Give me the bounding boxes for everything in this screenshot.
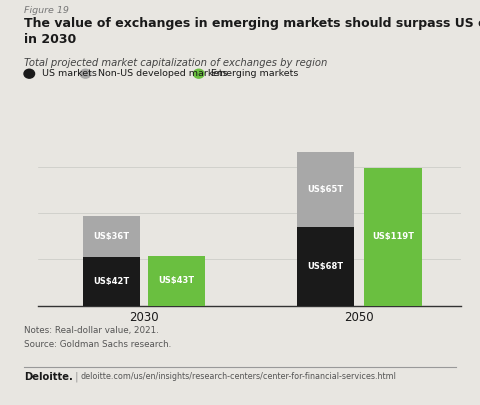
Bar [83,257,140,306]
Text: Total projected market capitalization of exchanges by region: Total projected market capitalization of… [24,58,327,68]
Text: US markets: US markets [42,69,96,78]
Text: US$119T: US$119T [372,232,414,241]
Text: Notes: Real-dollar value, 2021.: Notes: Real-dollar value, 2021. [24,326,159,335]
Bar [364,168,422,306]
Bar [297,227,354,306]
Text: Figure 19: Figure 19 [24,6,69,15]
Bar [83,215,140,257]
Text: US$65T: US$65T [307,185,343,194]
Text: Source: Goldman Sachs research.: Source: Goldman Sachs research. [24,340,171,349]
Bar [297,152,354,227]
Text: deloitte.com/us/en/insights/research-centers/center-for-financial-services.html: deloitte.com/us/en/insights/research-cen… [81,372,396,381]
Text: Non-US developed markets: Non-US developed markets [98,69,228,78]
Text: US$68T: US$68T [307,262,343,271]
Text: The value of exchanges in emerging markets should surpass US exchanges
in 2030: The value of exchanges in emerging marke… [24,17,480,45]
Text: US$43T: US$43T [158,276,195,286]
Text: Deloitte.: Deloitte. [24,372,73,382]
Text: |: | [74,372,78,382]
Text: US$42T: US$42T [93,277,130,286]
Bar [148,256,205,306]
Text: Emerging markets: Emerging markets [211,69,299,78]
Text: US$36T: US$36T [93,232,130,241]
